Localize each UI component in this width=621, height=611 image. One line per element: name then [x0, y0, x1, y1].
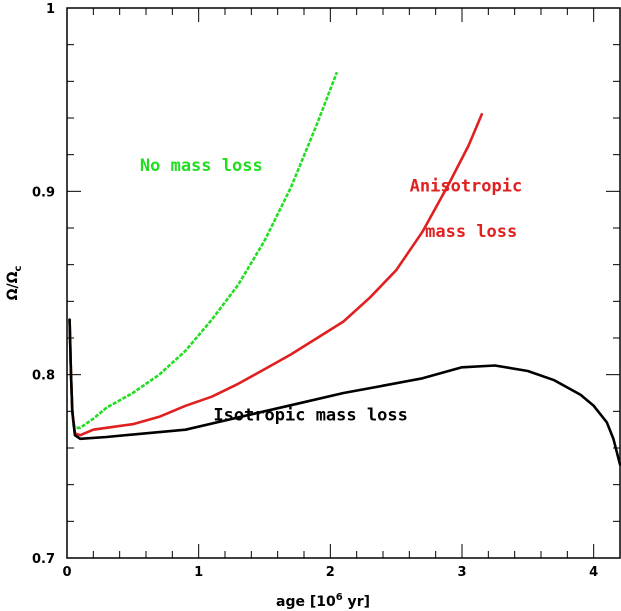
x-tick-label: 2 [326, 565, 335, 580]
x-tick-label: 3 [457, 565, 466, 580]
y-tick-label: 0.8 [32, 369, 55, 384]
series-line-isotropic-mass-loss [68, 318, 621, 466]
x-tick-label: 0 [62, 565, 71, 580]
y-tick-label: 1 [46, 2, 55, 17]
x-tick-label: 4 [589, 565, 598, 580]
annotation-label: Isotropic mass loss [213, 406, 407, 426]
y-axis-label: Ω/Ωc [5, 266, 24, 301]
series-line-anisotropic-mass-loss [68, 113, 484, 437]
x-tick-label: 1 [194, 565, 203, 580]
y-tick-label: 0.9 [32, 185, 55, 200]
x-axis-label: age [106 yr] [276, 592, 370, 610]
series-layer [68, 71, 621, 466]
annotation-label: No mass loss [140, 156, 263, 176]
annotation-label: Anisotropic [410, 176, 523, 196]
plot-frame [66, 7, 621, 559]
series-line-no-mass-loss [68, 71, 339, 430]
y-tick-label: 0.7 [32, 552, 55, 567]
annotations-layer: No mass loss Anisotropic mass loss Isotropi… [140, 156, 522, 425]
ticks-layer [66, 7, 621, 559]
annotation-label: mass loss [425, 222, 517, 242]
tick-labels-layer: 0 1 2 3 4 0.7 0.8 0.9 1 [32, 2, 598, 580]
